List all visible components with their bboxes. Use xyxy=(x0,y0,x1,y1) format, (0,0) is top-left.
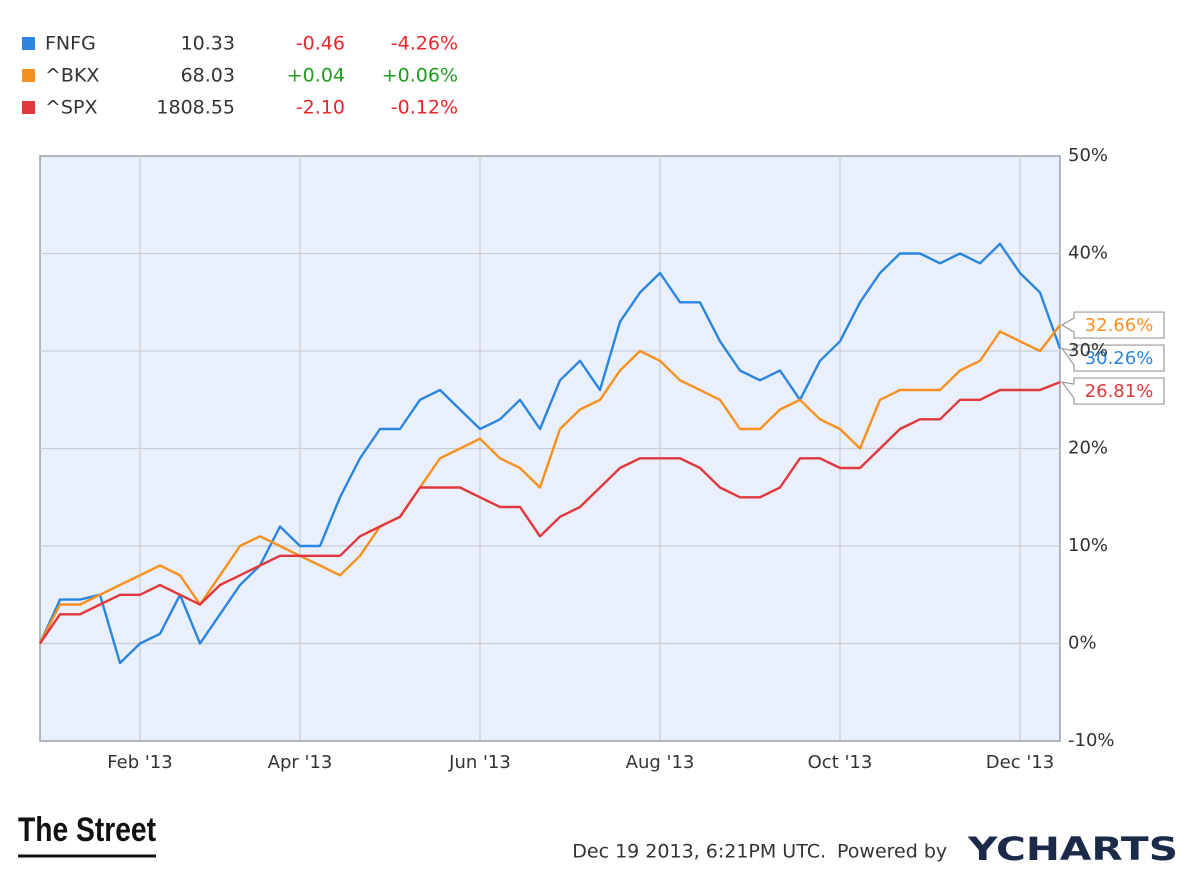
y-tick-label: 30% xyxy=(1068,340,1108,361)
legend-change-percent: -0.12% xyxy=(391,97,458,119)
legend-change-percent: -4.26% xyxy=(391,33,458,55)
legend: FNFG 10.33 -0.46 -4.26% ^BKX 68.03 +0.04 +0.06%… xyxy=(22,33,458,119)
x-tick-label: Feb '13 xyxy=(107,752,172,773)
end-tags: 32.66% 30.26% 26.81% xyxy=(1060,311,1165,405)
timestamp: Dec 19 2013, 6:21PM UTC. xyxy=(572,841,826,863)
y-tick-label: 50% xyxy=(1068,145,1108,166)
y-tick-label: 0% xyxy=(1068,633,1097,654)
y-tick-label: 20% xyxy=(1068,438,1108,459)
x-tick-label: Apr '13 xyxy=(268,752,333,773)
end-tag-label: 30.26% xyxy=(1085,348,1154,369)
end-tag-box xyxy=(1060,311,1165,339)
series-line xyxy=(38,242,1062,665)
legend-swatch xyxy=(22,101,35,114)
y-tick-label: 40% xyxy=(1068,243,1108,264)
legend-change-percent: +0.06% xyxy=(382,65,458,87)
end-tag-box xyxy=(1060,377,1165,405)
end-tag-box xyxy=(1060,344,1165,372)
legend-name: ^SPX xyxy=(45,97,97,119)
series-line xyxy=(38,324,1061,645)
x-tick-label: Dec '13 xyxy=(986,752,1054,773)
legend-swatch xyxy=(22,69,35,82)
legend-price: 1808.55 xyxy=(156,97,235,119)
legend-change: -0.46 xyxy=(296,33,345,55)
x-tick-label: Aug '13 xyxy=(626,752,695,773)
powered-by: Powered by xyxy=(837,841,947,863)
legend-change: -2.10 xyxy=(296,97,345,119)
end-tag-label: 32.66% xyxy=(1085,315,1154,336)
x-tick-label: Oct '13 xyxy=(808,752,873,773)
brand-logo: The Street xyxy=(18,811,156,849)
legend-change: +0.04 xyxy=(287,65,345,87)
lines xyxy=(38,242,1062,665)
y-tick-label: -10% xyxy=(1068,730,1115,751)
legend-price: 10.33 xyxy=(181,33,235,55)
provider-logo: YCHARTS xyxy=(967,830,1178,868)
legend-name: FNFG xyxy=(45,33,96,55)
x-tick-label: Jun '13 xyxy=(448,752,511,773)
y-tick-label: 10% xyxy=(1068,535,1108,556)
series-line xyxy=(39,380,1061,645)
legend-name: ^BKX xyxy=(45,65,99,87)
end-tag-label: 26.81% xyxy=(1085,381,1154,402)
legend-swatch xyxy=(22,37,35,50)
legend-price: 68.03 xyxy=(181,65,235,87)
